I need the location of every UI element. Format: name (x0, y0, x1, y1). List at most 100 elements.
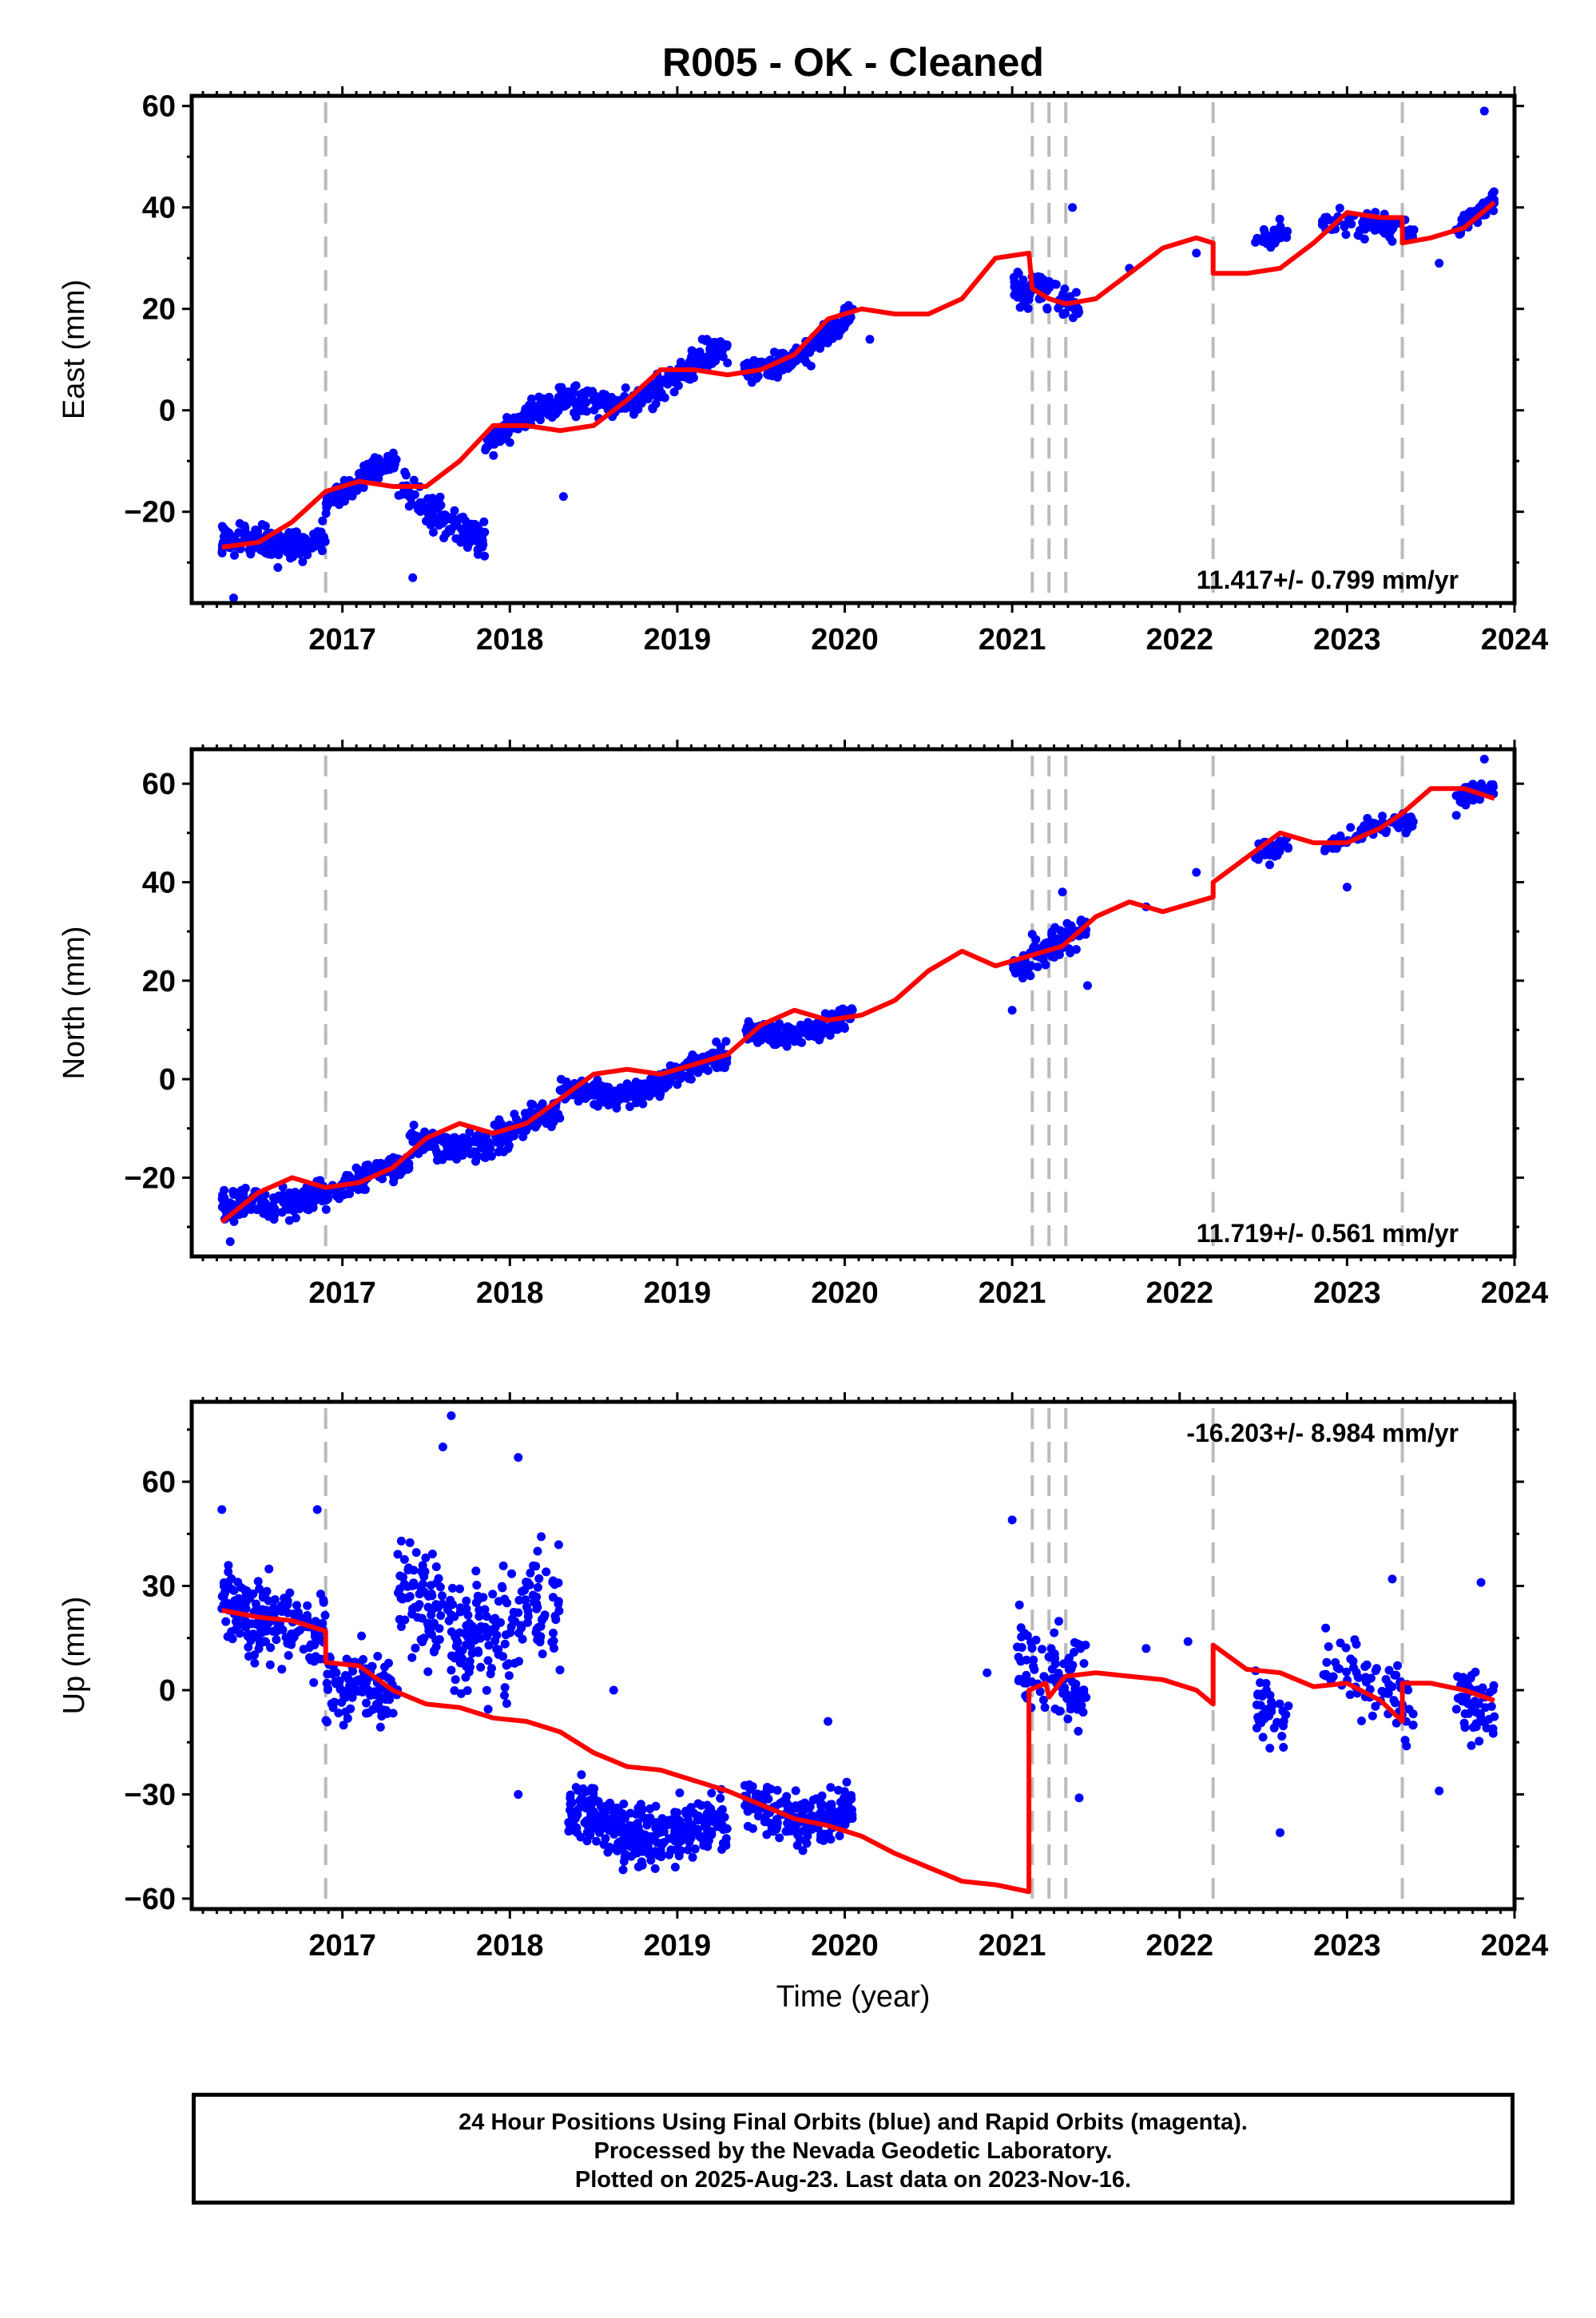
outlier-point (514, 1789, 523, 1799)
plot-frame (189, 93, 1517, 605)
data-point (1254, 1716, 1264, 1725)
data-point (791, 1825, 800, 1835)
data-point (288, 1610, 298, 1619)
data-point (768, 371, 777, 381)
data-point (784, 1820, 793, 1829)
data-point (1335, 204, 1344, 212)
data-point (1471, 1667, 1480, 1677)
data-point (346, 1704, 355, 1713)
data-point (323, 1685, 332, 1694)
data-point (323, 1717, 332, 1727)
data-point (1371, 1701, 1380, 1711)
data-point (264, 1564, 274, 1574)
outlier-point (514, 1453, 523, 1463)
data-point (669, 387, 679, 397)
data-point (490, 1636, 500, 1645)
data-point (1023, 304, 1033, 313)
data-point (224, 1561, 233, 1570)
data-point (465, 1127, 474, 1137)
data-point (518, 1634, 527, 1644)
data-point (651, 1801, 661, 1811)
data-point (592, 1817, 601, 1827)
data-point (1259, 224, 1268, 234)
data-point (805, 347, 815, 357)
data-point (688, 1852, 697, 1862)
data-point (1342, 1667, 1352, 1677)
data-point (618, 1865, 628, 1875)
data-point (370, 1164, 379, 1173)
data-point (693, 1799, 703, 1808)
data-point (258, 1590, 268, 1600)
data-point (1324, 1642, 1333, 1651)
data-point (237, 1185, 246, 1195)
data-point (1046, 1644, 1056, 1653)
data-point (660, 1816, 669, 1825)
data-point (424, 1626, 434, 1636)
data-point (459, 512, 467, 522)
data-point (479, 517, 489, 526)
rate-label: 11.417+/- 0.799 mm/yr (1197, 566, 1459, 594)
y-tick-label: −60 (125, 1883, 176, 1916)
data-point (411, 1643, 420, 1653)
outlier-point (1007, 1006, 1017, 1015)
data-point (1284, 1701, 1293, 1711)
data-point (1252, 1723, 1261, 1733)
data-point (238, 1620, 248, 1629)
data-point (482, 1685, 491, 1695)
data-point (474, 1646, 482, 1656)
data-point (228, 1634, 237, 1644)
data-point (807, 1824, 816, 1834)
data-point (1030, 1665, 1039, 1674)
data-point (576, 1802, 586, 1812)
data-point (286, 1633, 296, 1642)
data-point (374, 474, 383, 483)
data-point (312, 1195, 321, 1205)
data-point (488, 1615, 498, 1625)
data-point (1026, 961, 1036, 970)
outlier-point (824, 1717, 833, 1726)
data-point (1039, 1672, 1049, 1681)
data-point (474, 1593, 484, 1602)
y-axis-label: East (mm) (58, 280, 91, 419)
data-point (474, 1612, 484, 1621)
data-point (217, 548, 227, 558)
data-point (1081, 1693, 1090, 1702)
data-point (429, 513, 439, 522)
outlier-point (225, 1237, 235, 1247)
data-point (1022, 1670, 1031, 1680)
data-point (386, 1156, 395, 1165)
data-point (1050, 1628, 1059, 1637)
data-point (1487, 1701, 1496, 1711)
data-point (802, 1839, 812, 1848)
y-tick-label: 30 (142, 1570, 176, 1604)
data-point (1317, 220, 1327, 229)
data-point (548, 1576, 558, 1586)
data-point (303, 1601, 312, 1610)
data-point (311, 1617, 320, 1626)
data-point (1017, 285, 1026, 295)
data-point (1267, 1707, 1276, 1717)
data-point (1336, 1638, 1345, 1648)
data-point (509, 1607, 518, 1617)
data-point (254, 1644, 264, 1653)
data-point (447, 1665, 456, 1675)
data-point (278, 1625, 288, 1635)
data-point (268, 1193, 278, 1202)
outlier-point (1479, 106, 1489, 116)
data-point (831, 1023, 840, 1033)
data-point (586, 1829, 595, 1839)
data-point (1261, 236, 1271, 245)
data-point (473, 1151, 482, 1161)
data-point (494, 1597, 503, 1606)
data-point (531, 402, 541, 411)
data-point (284, 1651, 293, 1660)
data-point (360, 1185, 370, 1194)
outlier-point (1141, 1644, 1151, 1653)
data-point (528, 1100, 538, 1109)
data-point (1487, 780, 1495, 789)
data-point (1467, 1740, 1476, 1750)
data-point (419, 1145, 428, 1154)
data-point (1035, 1687, 1045, 1697)
data-point (696, 359, 705, 369)
data-point (621, 1087, 630, 1097)
